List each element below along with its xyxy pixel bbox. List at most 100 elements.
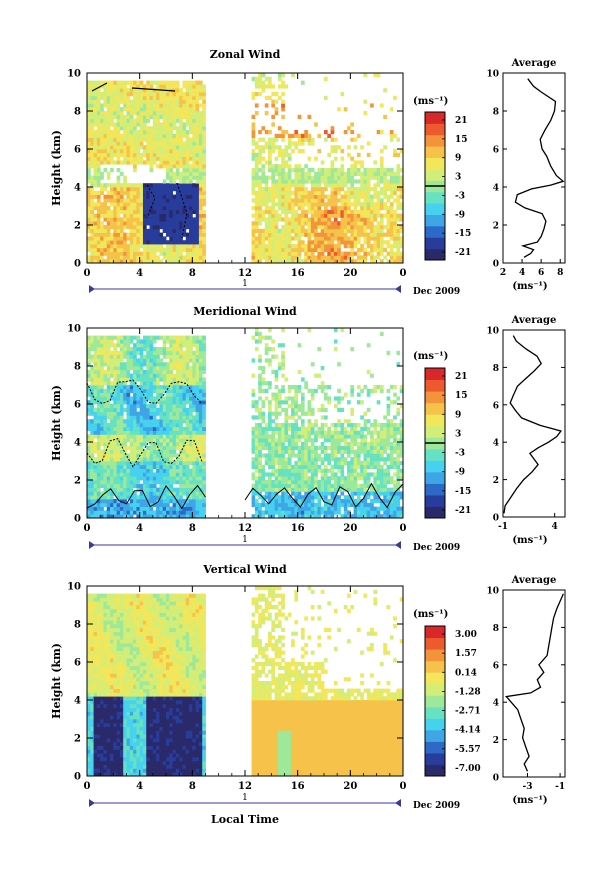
heatmap-cell (195, 95, 200, 100)
heatmap-cell (126, 339, 131, 344)
heatmap-cell (142, 339, 147, 344)
heatmap-cell (274, 369, 279, 374)
heatmap-cell (149, 385, 154, 390)
heatmap-cell (291, 149, 295, 154)
heatmap-cell (116, 339, 121, 344)
heatmap-cell (100, 126, 104, 131)
heatmap-cell (156, 206, 160, 211)
heatmap-cell (119, 442, 124, 447)
heatmap-cell (175, 209, 180, 214)
heatmap-cell (142, 240, 147, 245)
heatmap-cell (198, 499, 203, 504)
heatmap-cell (106, 217, 111, 222)
heatmap-cell (198, 137, 203, 142)
heatmap-cell (300, 202, 305, 207)
heatmap-cell (166, 453, 170, 458)
heatmap-cell (119, 373, 124, 378)
heatmap-cell (192, 221, 197, 226)
colorbar-swatch (425, 146, 445, 159)
heatmap-cell (179, 225, 183, 230)
heatmap-cell (294, 175, 299, 180)
heatmap-cell (133, 236, 137, 241)
heatmap-cell (96, 335, 101, 340)
heatmap-cell (399, 240, 404, 245)
heatmap-cell (261, 480, 266, 485)
heatmap-cell (393, 244, 397, 249)
heatmap-cell (185, 350, 190, 355)
heatmap-cell (195, 236, 200, 241)
heatmap-cell (268, 240, 272, 245)
heatmap-cell (277, 400, 282, 405)
heatmap-cell (166, 499, 170, 504)
heatmap-cell (156, 377, 160, 382)
heatmap-cell (396, 164, 401, 169)
heatmap-cell (169, 510, 173, 515)
heatmap-cell (189, 240, 193, 245)
heatmap-cell (96, 510, 101, 515)
heatmap-cell (152, 137, 157, 142)
heatmap-cell (116, 156, 121, 161)
heatmap-cell (353, 259, 358, 264)
heatmap-cell (139, 369, 144, 374)
heatmap-cell (129, 149, 134, 154)
heatmap-cell (300, 141, 305, 146)
heatmap-cell (182, 339, 187, 344)
heatmap-cell (166, 259, 170, 264)
heatmap-cell (254, 194, 259, 199)
heatmap-cell (152, 160, 157, 165)
heatmap-cell (307, 232, 312, 237)
heatmap-cell (142, 502, 147, 507)
heatmap-cell (198, 430, 203, 435)
heatmap-cell (123, 483, 127, 488)
heatmap-cell (277, 133, 282, 138)
heatmap-cell (277, 499, 282, 504)
heatmap-cell (172, 453, 177, 458)
heatmap-cell (383, 247, 387, 252)
heatmap-cell (185, 381, 190, 386)
heatmap-cell (172, 111, 177, 116)
heatmap-cell (175, 171, 180, 176)
heatmap-cell (254, 476, 259, 481)
heatmap-cell (264, 423, 269, 428)
heatmap-cell (110, 247, 114, 252)
heatmap-cell (274, 221, 279, 226)
heatmap-cell (254, 168, 259, 173)
heatmap-cell (320, 247, 325, 252)
heatmap-cell (123, 480, 127, 485)
heatmap-cell (254, 179, 259, 184)
heatmap-cell (152, 107, 157, 112)
heatmap-cell (287, 228, 292, 233)
heatmap-cell (185, 411, 190, 416)
heatmap-cell (274, 483, 279, 488)
heatmap-cell (116, 206, 121, 211)
heatmap-cell (360, 232, 364, 237)
heatmap-cell (277, 190, 282, 195)
heatmap-cell (274, 472, 279, 477)
heatmap-cell (389, 213, 394, 218)
heatmap-cell (264, 457, 269, 462)
heatmap-cell (103, 434, 108, 439)
heatmap-cell (156, 133, 160, 138)
heatmap-cell (87, 377, 91, 382)
heatmap-cell (261, 381, 266, 386)
heatmap-cell (142, 232, 147, 237)
heatmap-cell (149, 130, 154, 135)
heatmap-cell (324, 95, 328, 100)
heatmap-cell (96, 514, 101, 519)
heatmap-cell (333, 202, 338, 207)
heatmap-cell (182, 164, 187, 169)
heatmap-cell (254, 438, 259, 443)
heatmap-cell (287, 495, 292, 500)
heatmap-cell (90, 407, 94, 412)
heatmap-cell (142, 206, 147, 211)
heatmap-cell (169, 107, 173, 112)
heatmap-cell (195, 84, 200, 89)
heatmap-cell (353, 137, 358, 142)
heatmap-cell (307, 251, 312, 256)
heatmap-cell (251, 476, 256, 481)
heatmap-cell (87, 202, 91, 207)
heatmap-cell (96, 244, 101, 249)
heatmap-cell (353, 160, 358, 165)
heatmap-cell (353, 209, 358, 214)
heatmap-cell (166, 510, 170, 515)
